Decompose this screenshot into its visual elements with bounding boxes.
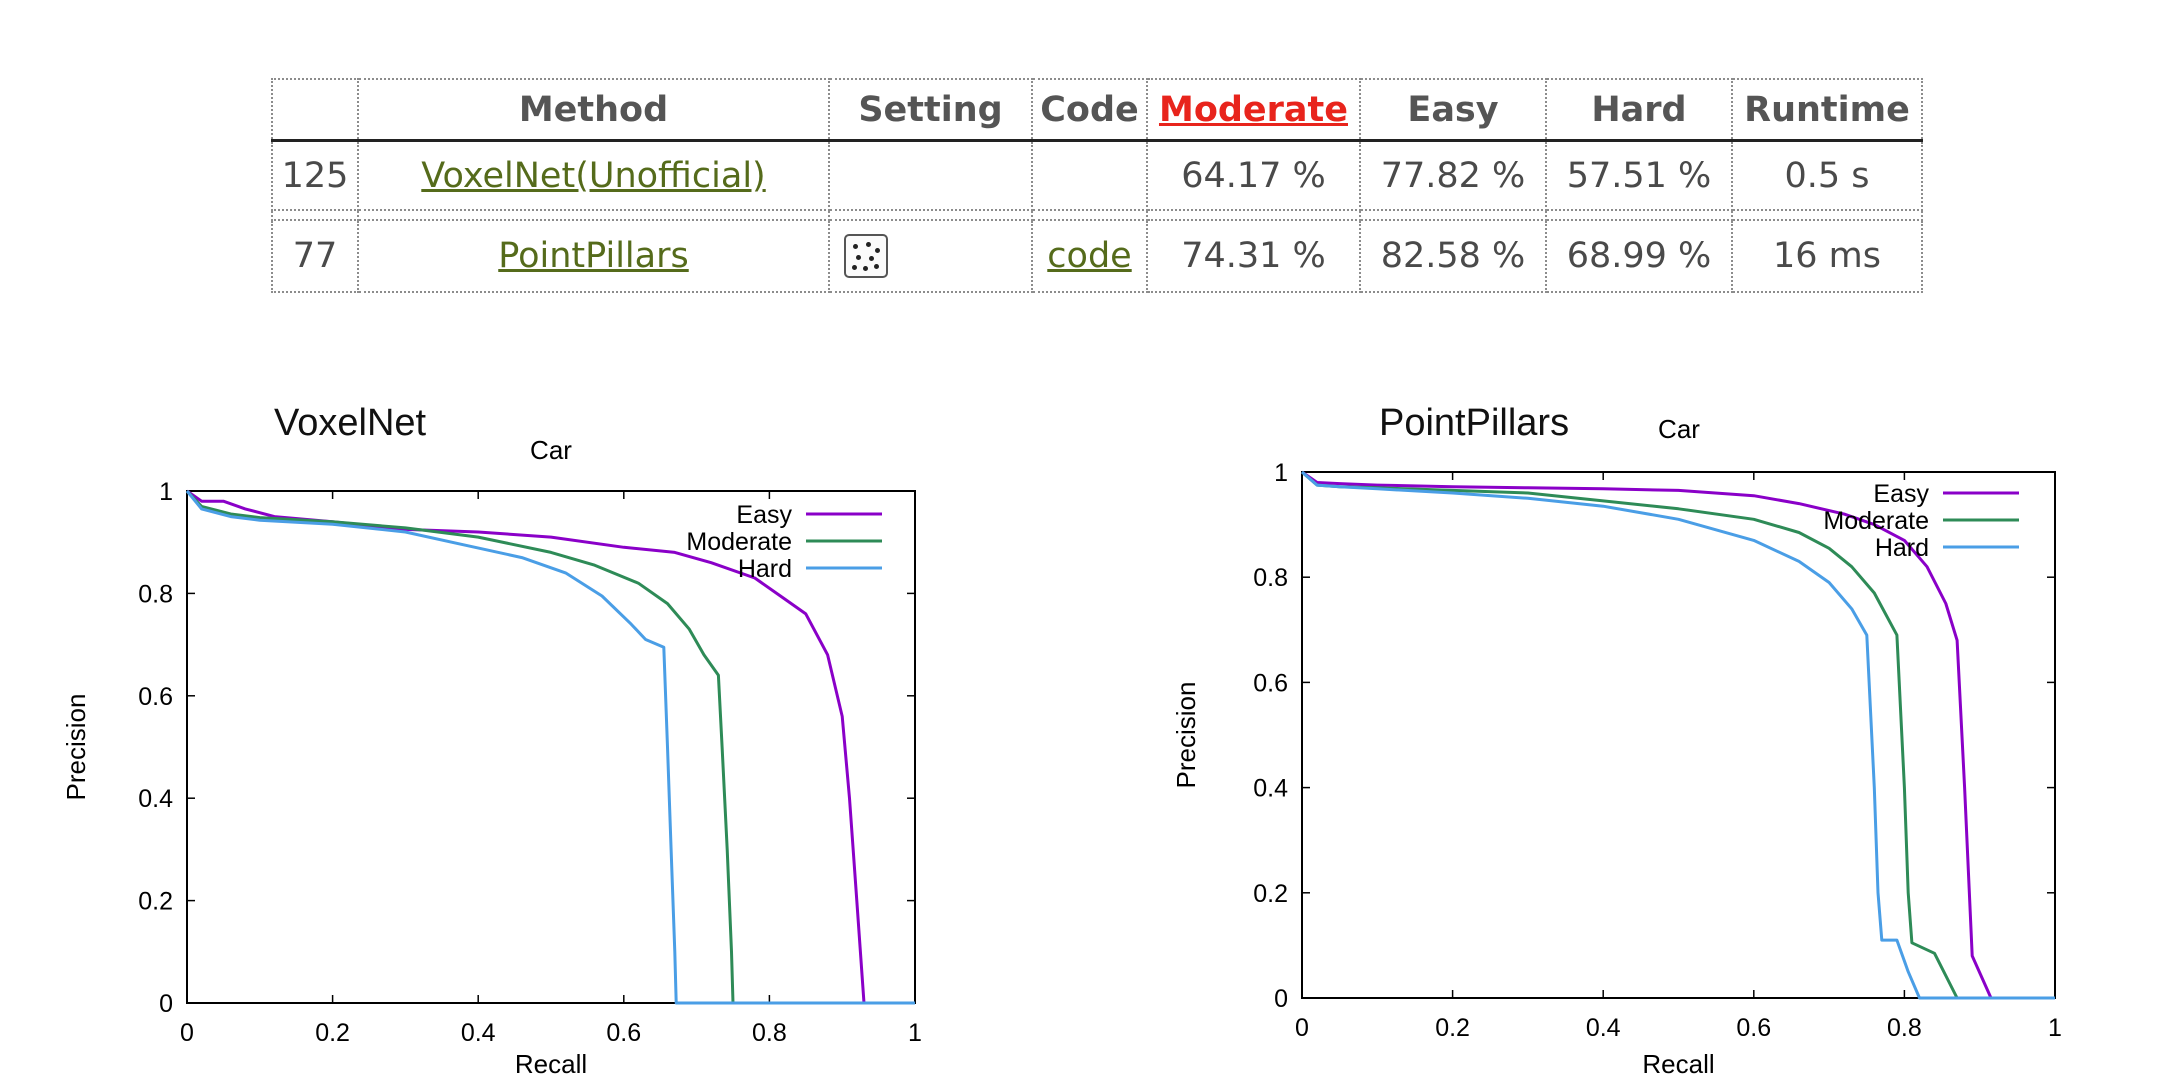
runtime-header: Runtime xyxy=(1731,78,1923,142)
hard-cell: 57.51 % xyxy=(1545,139,1733,211)
x-axis-label: Recall xyxy=(515,1049,587,1077)
easy-header: Easy xyxy=(1359,78,1547,142)
hard-cell: 68.99 % xyxy=(1545,219,1733,293)
code-link[interactable]: code xyxy=(1047,236,1132,276)
legend-label: Hard xyxy=(738,555,792,583)
series-line-moderate xyxy=(185,489,915,1005)
easy-cell: 82.58 % xyxy=(1359,219,1547,293)
y-tick-label: 0 xyxy=(1274,985,1288,1013)
setting-cell xyxy=(828,139,1033,211)
results-table: Method Setting Code Moderate Easy Hard R… xyxy=(271,78,1923,293)
rank-cell: 77 xyxy=(271,219,359,293)
plot-frame xyxy=(1301,471,2056,999)
series-line-easy xyxy=(1301,470,2055,1000)
runtime-cell: 16 ms xyxy=(1731,219,1923,293)
x-tick-label: 0.2 xyxy=(315,1019,350,1047)
plot-frame xyxy=(186,490,916,1004)
easy-cell: 77.82 % xyxy=(1359,139,1547,211)
chart-title: Car xyxy=(530,435,572,465)
method-cell: PointPillars xyxy=(357,219,830,293)
y-tick-label: 0.2 xyxy=(138,888,173,916)
hard-header: Hard xyxy=(1545,78,1733,142)
series-line-easy xyxy=(186,489,915,1005)
series-line-hard xyxy=(1301,470,2055,1000)
moderate-cell: 74.31 % xyxy=(1146,219,1361,293)
table-row: 77 PointPillars code 74.31 % 82.58 % 68.… xyxy=(271,219,1923,293)
x-tick-label: 0.2 xyxy=(1435,1014,1470,1042)
method-cell: VoxelNet(Unofficial) xyxy=(357,139,830,211)
code-cell: code xyxy=(1031,219,1148,293)
code-cell xyxy=(1031,139,1148,211)
moderate-header: Moderate xyxy=(1146,78,1361,142)
y-tick-label: 0.4 xyxy=(1253,775,1288,803)
table-header-row: Method Setting Code Moderate Easy Hard R… xyxy=(271,78,1923,142)
series-line-hard xyxy=(185,490,915,1005)
table-row: 125 VoxelNet(Unofficial) 64.17 % 77.82 %… xyxy=(271,139,1923,211)
x-tick-label: 0.6 xyxy=(606,1019,641,1047)
legend-label: Moderate xyxy=(686,528,792,556)
y-tick-label: 0 xyxy=(159,990,173,1018)
point-cloud-icon[interactable] xyxy=(844,234,888,278)
setting-header: Setting xyxy=(828,78,1033,142)
x-tick-label: 1 xyxy=(2048,1014,2062,1042)
moderate-cell: 64.17 % xyxy=(1146,139,1361,211)
legend-label: Easy xyxy=(1873,480,1929,508)
method-header: Method xyxy=(357,78,830,142)
y-tick-label: 0.6 xyxy=(138,683,173,711)
x-tick-label: 0.6 xyxy=(1736,1014,1771,1042)
legend-label: Hard xyxy=(1875,534,1929,562)
row-separator xyxy=(271,209,1923,221)
legend-label: Moderate xyxy=(1823,507,1929,535)
y-tick-label: 0.8 xyxy=(138,580,173,608)
y-axis-label: Precision xyxy=(61,694,91,801)
rank-cell: 125 xyxy=(271,139,359,211)
method-link[interactable]: PointPillars xyxy=(498,236,689,276)
legend-label: Easy xyxy=(736,501,792,529)
series-line-moderate xyxy=(1301,470,2055,1000)
x-tick-label: 0.8 xyxy=(1887,1014,1922,1042)
pointpillars-plot-heading: PointPillars xyxy=(1379,402,1570,444)
y-tick-label: 1 xyxy=(1274,459,1288,487)
method-link[interactable]: VoxelNet(Unofficial) xyxy=(421,155,766,196)
x-tick-label: 0.4 xyxy=(1586,1014,1621,1042)
chart-title: Car xyxy=(1658,414,1700,444)
x-tick-label: 0.8 xyxy=(752,1019,787,1047)
moderate-sort-link[interactable]: Moderate xyxy=(1158,89,1348,130)
voxelnet-plot-heading: VoxelNet xyxy=(274,402,427,444)
x-tick-label: 0 xyxy=(180,1019,194,1047)
rank-header xyxy=(271,78,359,142)
x-tick-label: 0.4 xyxy=(461,1019,496,1047)
y-tick-label: 1 xyxy=(159,478,173,506)
y-tick-label: 0.8 xyxy=(1253,564,1288,592)
x-tick-label: 1 xyxy=(908,1019,922,1047)
runtime-cell: 0.5 s xyxy=(1731,139,1923,211)
y-axis-label: Precision xyxy=(1171,682,1201,789)
y-tick-label: 0.4 xyxy=(138,785,173,813)
code-header: Code xyxy=(1031,78,1148,142)
y-tick-label: 0.2 xyxy=(1253,880,1288,908)
setting-cell xyxy=(828,219,1033,293)
y-tick-label: 0.6 xyxy=(1253,669,1288,697)
x-tick-label: 0 xyxy=(1295,1014,1309,1042)
x-axis-label: Recall xyxy=(1642,1049,1714,1077)
